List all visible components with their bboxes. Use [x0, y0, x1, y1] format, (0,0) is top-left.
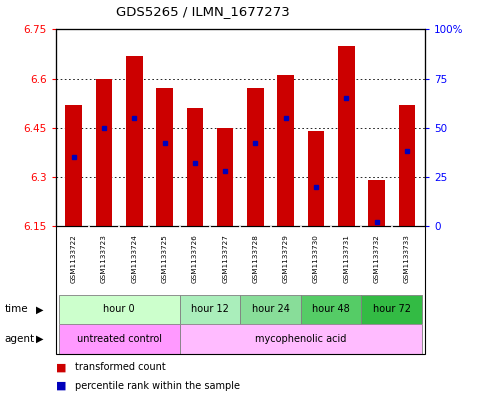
Bar	[126, 56, 142, 226]
Text: ▶: ▶	[36, 334, 44, 344]
Text: hour 48: hour 48	[313, 305, 350, 314]
Bar	[368, 180, 385, 226]
Text: GSM1133725: GSM1133725	[162, 235, 168, 283]
Text: GSM1133724: GSM1133724	[131, 235, 137, 283]
Text: hour 72: hour 72	[373, 305, 411, 314]
Text: GSM1133730: GSM1133730	[313, 235, 319, 283]
Text: GSM1133723: GSM1133723	[101, 235, 107, 283]
Text: GSM1133722: GSM1133722	[71, 235, 77, 283]
Bar	[241, 295, 301, 324]
Bar	[217, 128, 233, 226]
Text: time: time	[5, 305, 28, 314]
Text: transformed count: transformed count	[75, 362, 166, 373]
Bar	[361, 295, 422, 324]
Bar	[180, 295, 241, 324]
Text: hour 0: hour 0	[103, 305, 135, 314]
Text: GSM1133726: GSM1133726	[192, 235, 198, 283]
Bar	[180, 324, 422, 354]
Text: ■: ■	[56, 381, 66, 391]
Bar	[186, 108, 203, 226]
Text: hour 12: hour 12	[191, 305, 229, 314]
Text: GSM1133727: GSM1133727	[222, 235, 228, 283]
Text: percentile rank within the sample: percentile rank within the sample	[75, 381, 240, 391]
Bar	[247, 88, 264, 226]
Text: untreated control: untreated control	[77, 334, 162, 344]
Text: GSM1133728: GSM1133728	[253, 235, 258, 283]
Text: mycophenolic acid: mycophenolic acid	[255, 334, 347, 344]
Text: hour 24: hour 24	[252, 305, 289, 314]
Text: GSM1133729: GSM1133729	[283, 235, 289, 283]
Bar	[338, 46, 355, 226]
Text: GDS5265 / ILMN_1677273: GDS5265 / ILMN_1677273	[116, 5, 290, 18]
Bar	[58, 324, 180, 354]
Bar	[308, 131, 325, 226]
Text: ■: ■	[56, 362, 66, 373]
Bar	[96, 79, 113, 226]
Text: agent: agent	[5, 334, 35, 344]
Bar	[65, 105, 82, 226]
Text: GSM1133733: GSM1133733	[404, 235, 410, 283]
Bar	[398, 105, 415, 226]
Bar	[156, 88, 173, 226]
Bar	[58, 295, 180, 324]
Text: ▶: ▶	[36, 305, 44, 314]
Bar	[301, 295, 361, 324]
Text: GSM1133732: GSM1133732	[373, 235, 380, 283]
Bar	[277, 75, 294, 226]
Text: GSM1133731: GSM1133731	[343, 235, 349, 283]
